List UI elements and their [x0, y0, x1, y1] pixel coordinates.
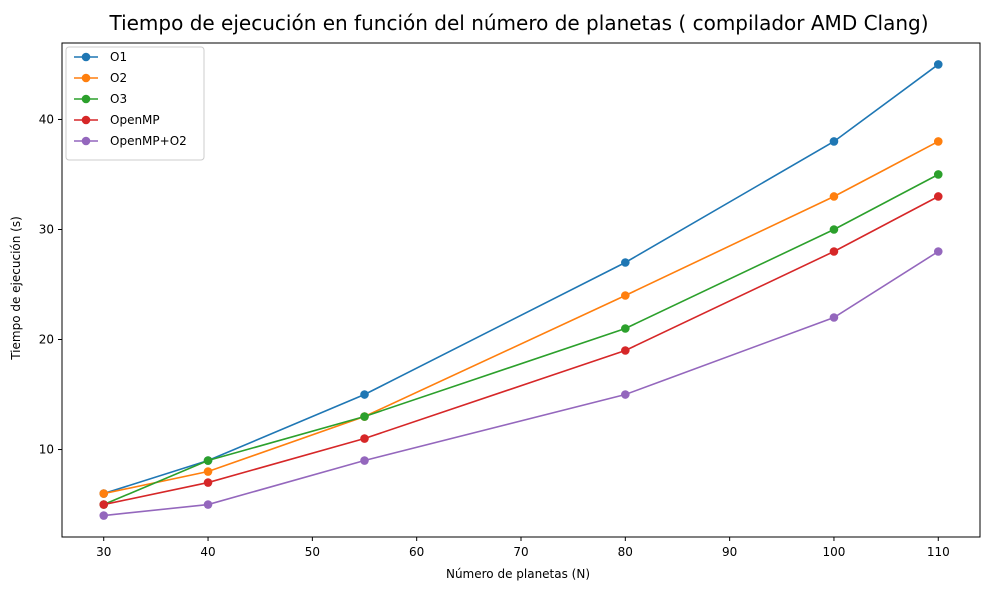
x-tick-label: 80 — [618, 545, 633, 559]
data-point-openmp-o2 — [99, 511, 109, 520]
legend-marker-o2 — [81, 73, 91, 83]
data-point-openmp — [99, 500, 109, 509]
data-point-openmp — [621, 346, 630, 355]
chart-title: Tiempo de ejecución en función del númer… — [108, 11, 928, 35]
x-tick-label: 110 — [927, 545, 950, 559]
series-line-openmp — [103, 195, 939, 506]
y-tick-label: 40 — [39, 112, 54, 126]
data-point-openmp — [203, 478, 213, 487]
data-point-openmp-o2 — [203, 500, 213, 509]
legend-marker-openmp-o2 — [81, 136, 91, 146]
x-tick-label: 90 — [722, 545, 737, 559]
plot-area: 30 40 50 60 70 80 90 100 110 10 20 30 40 — [39, 42, 981, 559]
data-point-openmp — [829, 247, 839, 256]
data-point-o1 — [621, 258, 630, 267]
legend-marker-o1 — [81, 52, 91, 62]
data-point-openmp-o2 — [933, 247, 943, 256]
legend: O1 O2 O3 OpenMP OpenMP+O2 — [65, 46, 205, 161]
series-line-openmp-o2 — [103, 250, 939, 517]
y-axis-label: Tiempo de ejecución (s) — [9, 216, 23, 361]
legend-label-openmp-o2: OpenMP+O2 — [110, 134, 187, 148]
legend-label-o2: O2 — [110, 71, 127, 85]
data-point-openmp — [360, 434, 369, 443]
series-line-o2 — [103, 140, 939, 495]
x-axis-ticks: 30 40 50 60 70 80 90 100 110 — [96, 537, 950, 559]
x-tick-label: 40 — [200, 545, 215, 559]
data-point-o3 — [829, 225, 839, 234]
x-tick-label: 70 — [513, 545, 528, 559]
legend-label-o3: O3 — [110, 92, 127, 106]
y-tick-label: 20 — [39, 333, 54, 347]
data-point-o3 — [933, 170, 943, 179]
data-point-openmp-o2 — [360, 456, 369, 465]
data-point-openmp-o2 — [829, 313, 839, 322]
series-line-o1 — [103, 63, 939, 495]
data-point-o3 — [360, 412, 369, 421]
legend-label-o1: O1 — [110, 50, 127, 64]
data-point-o1 — [829, 137, 839, 146]
data-point-o2 — [99, 489, 109, 498]
x-tick-label: 50 — [305, 545, 320, 559]
y-axis-ticks: 10 20 30 40 — [39, 112, 62, 457]
data-point-o3 — [621, 324, 630, 333]
x-tick-label: 60 — [409, 545, 424, 559]
data-point-openmp-o2 — [621, 390, 630, 399]
data-point-o2 — [203, 467, 213, 476]
data-point-o1 — [933, 60, 943, 69]
series-line-o3 — [103, 173, 939, 506]
legend-marker-o3 — [81, 94, 91, 104]
data-point-o1 — [360, 390, 369, 399]
data-point-openmp — [933, 192, 943, 201]
x-axis-label: Número de planetas (N) — [446, 567, 590, 581]
data-point-o2 — [933, 137, 943, 146]
legend-label-openmp: OpenMP — [110, 113, 160, 127]
x-tick-label: 100 — [823, 545, 846, 559]
legend-marker-openmp — [81, 115, 91, 125]
data-point-o2 — [829, 192, 839, 201]
data-point-o3 — [203, 456, 213, 465]
y-tick-label: 10 — [39, 443, 54, 457]
x-tick-label: 30 — [96, 545, 111, 559]
series-layer — [99, 60, 943, 520]
legend-frame — [65, 46, 205, 161]
data-point-o2 — [621, 291, 630, 300]
y-tick-label: 30 — [39, 222, 54, 236]
